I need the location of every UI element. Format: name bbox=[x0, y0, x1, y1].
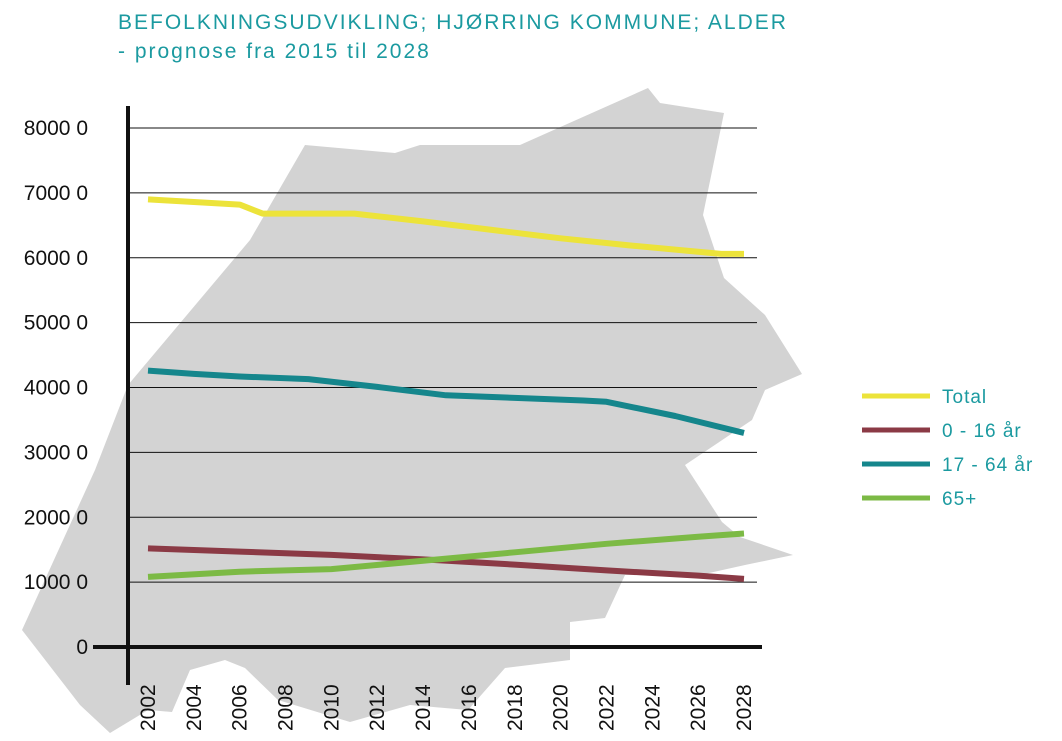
x-axis-tick-labels: 2002 2004 2006 2008 2010 2012 2014 2016 2018 2020… bbox=[137, 684, 756, 731]
legend: Total 0 - 16 år 17 - 64 år 65+ bbox=[862, 387, 1033, 510]
legend-label: 65+ bbox=[942, 489, 977, 510]
y-axis-tick-labels: 0 1000 0 2000 0 3000 0 4000 0 5000 0 6000 0 700… bbox=[24, 117, 88, 659]
y-tick-label: 1000 0 bbox=[24, 571, 88, 594]
x-tick-label: 2024 bbox=[641, 684, 664, 731]
y-tick-label: 6000 0 bbox=[24, 247, 88, 270]
grid-lines bbox=[128, 127, 757, 583]
x-tick-label: 2018 bbox=[504, 684, 527, 731]
series-line bbox=[147, 367, 745, 436]
y-tick-label: 0 bbox=[76, 636, 88, 659]
y-tick-label: 7000 0 bbox=[24, 182, 88, 205]
x-tick-label: 2014 bbox=[412, 684, 435, 731]
x-tick-label: 2028 bbox=[733, 684, 756, 731]
y-tick-label: 4000 0 bbox=[24, 377, 88, 400]
chart-title-block: BEFOLKNINGSUDVIKLING; HJØRRING KOMMUNE; … bbox=[118, 8, 788, 66]
axes bbox=[93, 106, 762, 685]
x-tick-label: 2016 bbox=[458, 684, 481, 731]
x-tick-label: 2002 bbox=[137, 684, 160, 731]
series-line bbox=[147, 196, 744, 257]
series-lines bbox=[147, 196, 745, 582]
series-line bbox=[147, 545, 745, 582]
municipality-map-silhouette bbox=[22, 88, 802, 733]
x-tick-label: 2020 bbox=[550, 684, 573, 731]
legend-label: 17 - 64 år bbox=[942, 455, 1033, 476]
x-tick-label: 2006 bbox=[229, 684, 252, 731]
series-line bbox=[147, 530, 745, 580]
y-tick-label: 8000 0 bbox=[24, 117, 88, 140]
y-tick-label: 5000 0 bbox=[24, 312, 88, 335]
x-tick-label: 2026 bbox=[687, 684, 710, 731]
x-tick-label: 2008 bbox=[275, 684, 298, 731]
y-tick-label: 3000 0 bbox=[24, 441, 88, 464]
y-tick-label: 2000 0 bbox=[24, 506, 88, 529]
x-tick-label: 2010 bbox=[320, 684, 343, 731]
x-tick-label: 2012 bbox=[366, 684, 389, 731]
legend-label: 0 - 16 år bbox=[942, 421, 1022, 442]
chart-title: BEFOLKNINGSUDVIKLING; HJØRRING KOMMUNE; … bbox=[118, 11, 788, 34]
x-tick-label: 2022 bbox=[595, 684, 618, 731]
x-tick-label: 2004 bbox=[183, 684, 206, 731]
legend-label: Total bbox=[942, 387, 987, 408]
chart-subtitle: - prognose fra 2015 til 2028 bbox=[118, 40, 431, 63]
